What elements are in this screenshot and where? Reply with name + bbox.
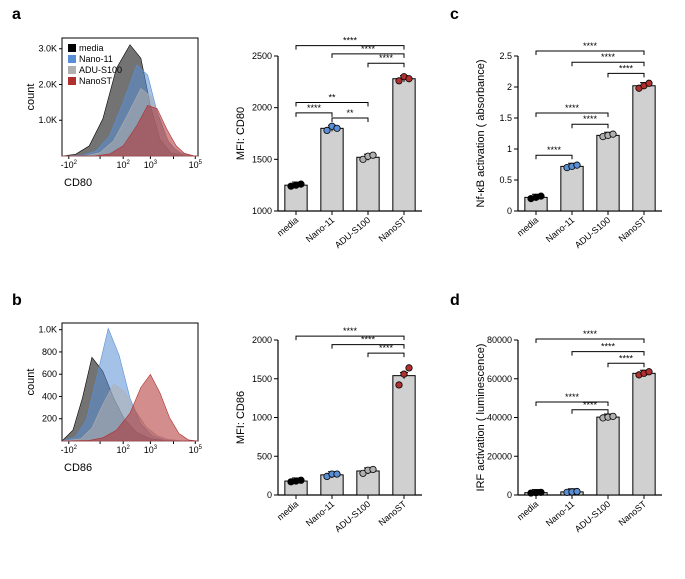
svg-text:3.0K: 3.0K <box>38 44 57 54</box>
svg-text:ADU-S100: ADU-S100 <box>333 215 372 250</box>
svg-text:media: media <box>275 215 300 238</box>
svg-text:****: **** <box>601 52 616 62</box>
svg-text:102: 102 <box>117 445 131 455</box>
svg-text:105: 105 <box>189 445 203 455</box>
svg-text:**: ** <box>346 108 354 118</box>
svg-text:-102: -102 <box>61 160 78 170</box>
barchart-nfkb: 0 0.5 1 1.5 2 2.5 mediaNano-11ADU-S100NanoST **… <box>470 18 670 273</box>
svg-text:****: **** <box>583 400 598 410</box>
svg-text:1000: 1000 <box>252 206 272 216</box>
barchart-cd80: 1000 1500 2000 2500 mediaNano-11ADU-S100Nano… <box>230 18 430 273</box>
svg-text:1500: 1500 <box>252 374 272 384</box>
svg-text:Nano-11: Nano-11 <box>544 215 576 244</box>
svg-text:CD86: CD86 <box>64 462 92 474</box>
svg-text:****: **** <box>379 53 394 63</box>
svg-text:****: **** <box>619 63 634 73</box>
panel-label-b: b <box>12 292 22 310</box>
panel-label-c: c <box>450 6 459 24</box>
svg-text:0: 0 <box>267 490 272 500</box>
svg-text:1.5: 1.5 <box>499 113 512 123</box>
svg-text:NanoST: NanoST <box>617 499 649 528</box>
svg-text:1000: 1000 <box>252 413 272 423</box>
svg-text:2000: 2000 <box>252 335 272 345</box>
svg-text:ADU-S100: ADU-S100 <box>79 65 122 75</box>
svg-text:-102: -102 <box>61 445 78 455</box>
svg-text:40000: 40000 <box>487 413 512 423</box>
barchart-cd86: 0 500 1000 1500 2000 mediaNano-11ADU-S100Nano… <box>230 302 430 557</box>
svg-text:2500: 2500 <box>252 51 272 61</box>
svg-text:****: **** <box>565 103 580 113</box>
svg-text:0.5: 0.5 <box>499 175 512 185</box>
svg-text:105: 105 <box>189 160 203 170</box>
svg-text:MFI: CD86: MFI: CD86 <box>235 391 247 444</box>
svg-text:****: **** <box>601 342 616 352</box>
svg-text:CD80: CD80 <box>64 177 92 189</box>
svg-text:103: 103 <box>144 160 158 170</box>
svg-text:media: media <box>275 499 300 522</box>
svg-text:20000: 20000 <box>487 451 512 461</box>
svg-text:Nano-11: Nano-11 <box>79 54 113 64</box>
histogram-cd80: 1.0K2.0K3.0K-102102103105countCD80mediaN… <box>24 30 204 190</box>
svg-text:IRF activation ( luminescence): IRF activation ( luminescence) <box>475 344 487 492</box>
svg-text:2: 2 <box>507 82 512 92</box>
svg-text:****: **** <box>361 335 376 345</box>
svg-text:****: **** <box>583 329 598 339</box>
svg-text:Nano-11: Nano-11 <box>544 499 576 528</box>
svg-text:count: count <box>25 84 37 111</box>
svg-text:400: 400 <box>42 391 57 401</box>
svg-text:media: media <box>79 43 104 53</box>
barchart-irf: 0 20000 40000 60000 80000 mediaNano-11ADU-S10… <box>470 302 670 557</box>
svg-text:count: count <box>25 369 37 396</box>
svg-text:NanoST: NanoST <box>377 215 409 244</box>
svg-text:1.0K: 1.0K <box>38 325 57 335</box>
svg-text:****: **** <box>343 36 358 46</box>
svg-text:2.0K: 2.0K <box>38 79 57 89</box>
svg-text:****: **** <box>619 353 634 363</box>
svg-text:****: **** <box>583 114 598 124</box>
panel-label-a: a <box>12 6 21 24</box>
svg-text:****: **** <box>583 41 598 51</box>
svg-text:****: **** <box>307 103 322 113</box>
svg-text:800: 800 <box>42 347 57 357</box>
svg-text:media: media <box>515 215 540 238</box>
svg-text:MFI: CD80: MFI: CD80 <box>235 107 247 160</box>
svg-text:500: 500 <box>257 451 272 461</box>
svg-text:ADU-S100: ADU-S100 <box>333 499 372 534</box>
svg-text:ADU-S100: ADU-S100 <box>573 499 612 534</box>
svg-text:60000: 60000 <box>487 374 512 384</box>
svg-text:80000: 80000 <box>487 335 512 345</box>
svg-text:media: media <box>515 499 540 522</box>
svg-text:2.5: 2.5 <box>499 51 512 61</box>
svg-text:****: **** <box>547 145 562 155</box>
svg-text:**: ** <box>328 93 336 103</box>
svg-text:Nano-11: Nano-11 <box>304 499 336 528</box>
panel-label-d: d <box>450 292 460 310</box>
svg-text:1500: 1500 <box>252 154 272 164</box>
svg-text:1.0K: 1.0K <box>38 115 57 125</box>
svg-text:NanoST: NanoST <box>377 499 409 528</box>
svg-text:200: 200 <box>42 414 57 424</box>
svg-text:****: **** <box>343 326 358 336</box>
svg-text:0: 0 <box>507 206 512 216</box>
svg-text:****: **** <box>565 392 580 402</box>
svg-text:2000: 2000 <box>252 103 272 113</box>
histogram-cd86: 200 400 600 800 1.0K -102 102 103 105 count CD86 <box>24 315 204 475</box>
svg-text:1: 1 <box>507 144 512 154</box>
svg-text:600: 600 <box>42 369 57 379</box>
svg-text:Nf-κB activation ( absorbance): Nf-κB activation ( absorbance) <box>475 60 487 208</box>
svg-text:ADU-S100: ADU-S100 <box>573 215 612 250</box>
svg-text:0: 0 <box>507 490 512 500</box>
svg-text:****: **** <box>361 44 376 54</box>
svg-text:****: **** <box>379 343 394 353</box>
svg-text:103: 103 <box>144 445 158 455</box>
svg-text:102: 102 <box>117 160 131 170</box>
svg-text:NanoST: NanoST <box>79 76 113 86</box>
svg-text:Nano-11: Nano-11 <box>304 215 336 244</box>
svg-text:NanoST: NanoST <box>617 215 649 244</box>
